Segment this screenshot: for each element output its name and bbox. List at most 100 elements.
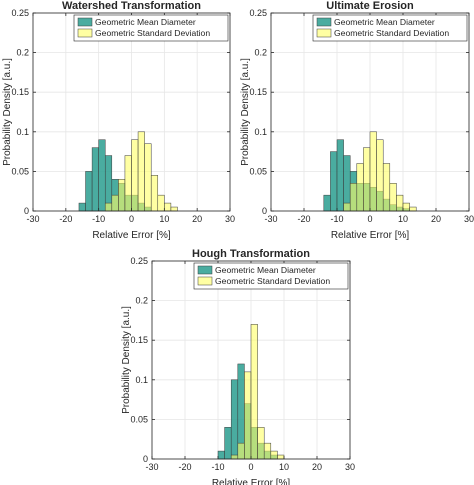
histogram-bar: [336, 139, 344, 212]
histogram-bar: [376, 139, 384, 212]
series-standard-deviation: [343, 131, 417, 212]
legend-box: [193, 262, 349, 290]
histogram-bar: [230, 379, 239, 460]
y-axis-label: Probability Density [a.u.]: [240, 58, 251, 166]
histogram-bar: [217, 450, 225, 460]
y-tick-label: 0.15: [11, 87, 29, 97]
histogram-bar: [164, 202, 172, 212]
chart-panel-1: -30 -20 -10 0 10 20 30 0 0.05 0.1 0.15 0.2 0.25 Water…: [2, 0, 235, 241]
legend-label: Geometric Mean Diameter: [215, 265, 316, 275]
histogram-bar: [402, 202, 410, 212]
histogram-bar: [230, 454, 239, 460]
legend-label: Geometric Mean Diameter: [95, 17, 196, 27]
x-tick-label: -30: [26, 214, 39, 224]
histogram-bar: [98, 139, 106, 212]
histogram-bar: [78, 202, 86, 212]
histogram-bar: [409, 206, 417, 212]
histogram-bar: [157, 194, 165, 212]
histogram-bar: [277, 454, 285, 460]
histogram-bar: [343, 155, 351, 212]
chart-title: Ultimate Erosion: [326, 0, 414, 12]
histogram-bar: [111, 194, 119, 212]
y-tick-label: 0.25: [249, 8, 267, 18]
x-tick-label: 30: [345, 462, 355, 472]
y-tick-label: 0: [24, 206, 29, 216]
histogram-bar: [382, 163, 391, 212]
y-tick-label: 0.2: [16, 48, 29, 58]
x-tick-label: -10: [330, 214, 343, 224]
histogram-bar: [118, 179, 126, 212]
x-tick-label: 0: [248, 462, 253, 472]
legend-swatch: [316, 17, 332, 27]
x-tick-label: 10: [398, 214, 408, 224]
x-tick-label: 30: [464, 214, 474, 224]
x-axis-label: Relative Error [%]: [212, 478, 291, 485]
histogram-bar: [349, 183, 358, 212]
legend-label: Geometric Mean Diameter: [334, 17, 435, 27]
histogram-bar: [244, 371, 252, 460]
x-tick-label: 20: [312, 462, 322, 472]
y-tick-label: 0.1: [16, 127, 29, 137]
y-tick-label: 0.05: [249, 166, 267, 176]
histogram-bar: [330, 151, 338, 212]
x-axis-label: Relative Error [%]: [92, 230, 171, 241]
histogram-bar: [224, 427, 232, 460]
legend-box: [312, 14, 468, 42]
histogram-bar: [356, 163, 364, 212]
x-axis-label: Relative Error [%]: [331, 230, 410, 241]
x-tick-label: 0: [129, 214, 134, 224]
legend-swatch: [77, 17, 93, 27]
y-axis-label: Probability Density [a.u.]: [2, 58, 13, 166]
y-axis-label: Probability Density [a.u.]: [121, 306, 132, 414]
histogram-bar: [396, 194, 404, 212]
series-standard-deviation: [104, 131, 178, 212]
histogram-bar: [137, 131, 145, 212]
x-tick-label: -10: [211, 462, 224, 472]
histogram-bar: [369, 131, 377, 212]
y-tick-label: 0.1: [135, 375, 148, 385]
histogram-bar: [389, 183, 397, 212]
histogram-bar: [250, 324, 258, 460]
y-tick-label: 0.15: [249, 87, 267, 97]
histogram-bar: [323, 194, 331, 212]
y-tick-label: 0: [143, 454, 148, 464]
x-tick-label: 0: [367, 214, 372, 224]
x-tick-label: -20: [178, 462, 191, 472]
x-tick-label: -10: [92, 214, 105, 224]
x-tick-label: -30: [264, 214, 277, 224]
x-tick-label: 30: [225, 214, 235, 224]
x-tick-label: -20: [59, 214, 72, 224]
legend-swatch: [197, 265, 213, 275]
y-tick-label: 0.05: [11, 166, 29, 176]
legend-swatch: [197, 276, 213, 286]
histogram-bar: [131, 139, 139, 212]
histogram-bar: [170, 206, 178, 212]
x-tick-label: 20: [192, 214, 202, 224]
chart-title: Watershed Transformation: [62, 0, 201, 12]
x-tick-label: 10: [279, 462, 289, 472]
histogram-bar: [85, 171, 93, 212]
y-tick-label: 0.15: [130, 335, 148, 345]
histogram-bar: [257, 427, 265, 460]
legend-swatch: [316, 28, 332, 38]
histogram-bar: [124, 155, 132, 212]
histogram-bar: [91, 147, 99, 212]
y-tick-label: 0.2: [254, 48, 267, 58]
histogram-bar: [104, 202, 113, 212]
y-tick-label: 0.2: [135, 296, 148, 306]
histogram-bar: [104, 155, 113, 212]
histogram-bar: [263, 442, 272, 460]
histogram-bar: [144, 143, 152, 212]
y-tick-label: 0.05: [130, 414, 148, 424]
legend-label: Geometric Standard Deviation: [334, 28, 449, 38]
x-tick-label: -20: [297, 214, 310, 224]
legend-box: [73, 14, 229, 42]
legend-label: Geometric Standard Deviation: [215, 276, 330, 286]
y-tick-label: 0.25: [130, 256, 148, 266]
legend-swatch: [77, 28, 93, 38]
x-tick-label: 10: [159, 214, 169, 224]
histogram-bar: [150, 175, 159, 212]
